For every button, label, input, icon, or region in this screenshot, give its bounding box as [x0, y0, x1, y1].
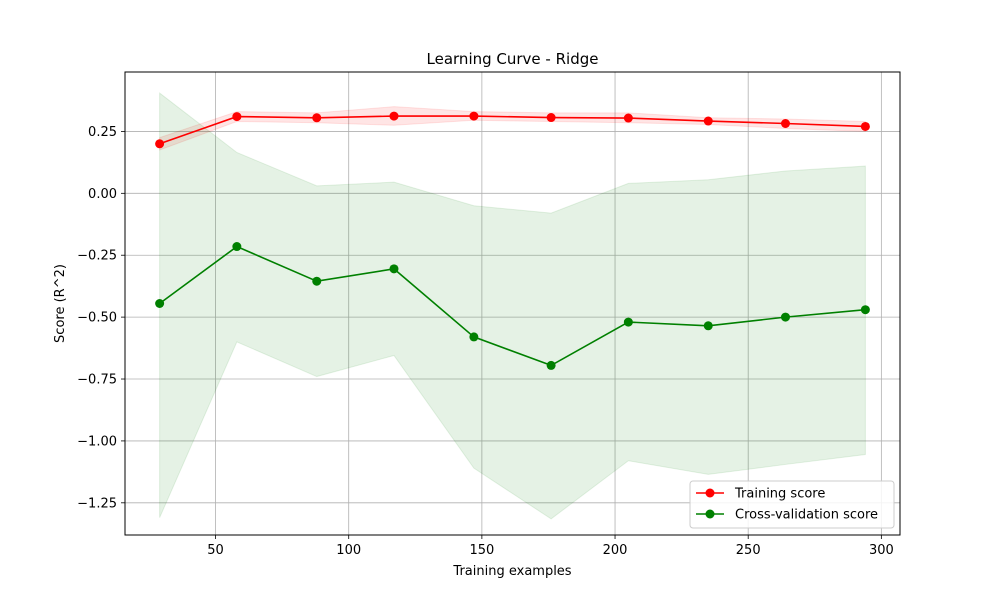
x-tick-label: 300: [869, 543, 894, 558]
legend-label-0: Training score: [734, 487, 825, 502]
grid-layer: [125, 72, 900, 535]
y-tick-label: −1.00: [77, 434, 117, 449]
series-0-point: [623, 113, 633, 123]
series-0-point: [469, 111, 479, 121]
series-1-line: [159, 245, 866, 367]
plot-frame: [124, 71, 901, 536]
y-axis-label: Score (R^2): [53, 264, 68, 343]
series-0-point: [703, 116, 713, 126]
x-tick-label: 250: [736, 543, 761, 558]
series-1-point: [780, 312, 790, 322]
x-tick-label: 200: [603, 543, 628, 558]
y-tick-label: −0.25: [77, 249, 117, 264]
y-tick-label: 0.00: [88, 187, 117, 202]
series-1-point: [469, 332, 479, 342]
series-1-point: [623, 317, 633, 327]
y-tick-label: −0.75: [77, 373, 117, 388]
chart-title: Learning Curve - Ridge: [427, 50, 599, 68]
series-1-point: [155, 299, 165, 308]
legend-box: [689, 480, 895, 529]
series-0-point: [860, 121, 870, 131]
series-0-point: [546, 113, 556, 123]
series-1-point: [703, 321, 713, 331]
y-tick-label: −0.50: [77, 311, 117, 326]
y-tick-label: −1.25: [77, 496, 117, 511]
series-0-point: [232, 112, 242, 122]
x-tick-label: 50: [207, 543, 224, 558]
tick-layer: 50 100 150 200 250 300 0.25 0.00 −0.25 −0.50 −0.75…: [77, 125, 894, 558]
series-0-point: [312, 113, 322, 123]
series-0-point: [780, 118, 790, 128]
series-1-band: [159, 92, 866, 520]
legend-marker-0: [705, 488, 715, 498]
legend-marker-1: [705, 509, 715, 519]
series-1-point: [232, 242, 242, 252]
legend: Training score Cross-validation score: [689, 480, 895, 529]
series-1-point: [546, 360, 556, 370]
series-1-point: [389, 264, 399, 274]
x-tick-label: 100: [336, 543, 361, 558]
series-1-point: [312, 276, 322, 286]
line-layer: [155, 111, 870, 370]
x-tick-label: 150: [469, 543, 494, 558]
series-0-point: [389, 111, 399, 121]
legend-label-1: Cross-validation score: [735, 508, 878, 523]
series-1-point: [860, 305, 870, 315]
series-0-line: [159, 115, 866, 145]
series-0-point: [155, 139, 165, 149]
x-axis-label: Training examples: [452, 564, 571, 579]
y-tick-label: 0.25: [88, 125, 117, 140]
